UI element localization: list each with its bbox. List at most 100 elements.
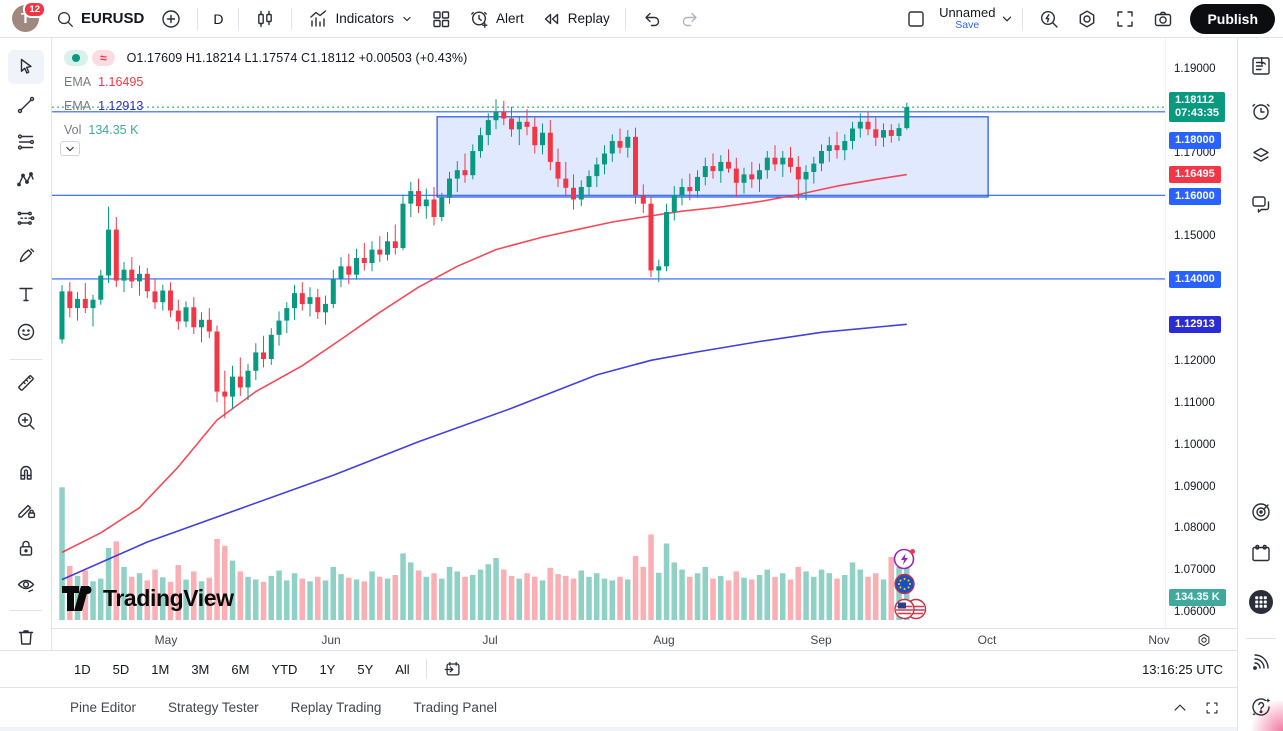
- tool-lock-all[interactable]: [8, 531, 44, 565]
- calendar-button[interactable]: [1249, 541, 1273, 565]
- tool-projection[interactable]: [8, 201, 44, 235]
- indicators-button[interactable]: Indicators: [299, 4, 422, 34]
- chart-pane[interactable]: ≈ O1.17609 H1.18214 L1.17574 C1.18112 +0…: [52, 38, 1165, 628]
- tool-remove-objects[interactable]: [8, 620, 44, 654]
- chart-style-button[interactable]: [246, 4, 284, 34]
- go-to-date-button[interactable]: [435, 655, 471, 683]
- tab-replay-trading[interactable]: Replay Trading: [290, 700, 382, 715]
- axis-settings-gear-icon[interactable]: [1196, 632, 1212, 648]
- ema-fast-legend-row[interactable]: EMA 1.16495: [64, 73, 467, 91]
- help-button[interactable]: [1249, 695, 1273, 719]
- replay-button[interactable]: Replay: [532, 4, 618, 34]
- event-icon-news[interactable]: [893, 547, 917, 576]
- volume-legend-row[interactable]: Vol 134.35 K: [64, 121, 467, 139]
- source-pill[interactable]: [64, 50, 88, 66]
- watermark-text: TradingView: [103, 585, 234, 611]
- ema-fast-line[interactable]: [61, 173, 907, 554]
- tool-pattern[interactable]: [8, 163, 44, 197]
- snapshot-button[interactable]: [1144, 4, 1182, 34]
- toolbar-divider: [1022, 7, 1024, 30]
- rectangle-drawing[interactable]: [436, 116, 989, 198]
- tool-fib-retracement[interactable]: [8, 125, 44, 159]
- fullscreen-button[interactable]: [1106, 4, 1144, 34]
- candle: [385, 241, 390, 255]
- object-tree-button[interactable]: [1249, 144, 1273, 168]
- symbol-search-button[interactable]: EURUSD: [47, 5, 152, 33]
- trash-icon: [18, 630, 34, 645]
- tool-zoom-in[interactable]: [8, 404, 44, 438]
- compare-add-button[interactable]: [152, 4, 190, 34]
- layout-name-button[interactable]: Unnamed Save: [935, 4, 999, 34]
- settings-button[interactable]: [1068, 4, 1106, 34]
- range-button-6m[interactable]: 6M: [231, 661, 250, 677]
- tool-magnet[interactable]: [8, 455, 44, 489]
- tool-cursor[interactable]: [8, 50, 44, 84]
- candle: [772, 157, 778, 165]
- user-avatar[interactable]: T 12: [12, 1, 46, 32]
- interval-label: D: [213, 10, 224, 27]
- candle: [253, 352, 259, 371]
- publish-button[interactable]: Publish: [1190, 3, 1275, 34]
- tool-emoji[interactable]: [8, 315, 44, 349]
- indicator-value: 1.12913: [98, 99, 144, 113]
- save-label[interactable]: Save: [955, 18, 980, 31]
- tool-measure[interactable]: [8, 366, 44, 400]
- legend-collapse-button[interactable]: [60, 141, 80, 156]
- symbol-legend-row[interactable]: ≈ O1.17609 H1.18214 L1.17574 C1.18112 +0…: [64, 49, 467, 67]
- range-button-5y[interactable]: 5Y: [357, 661, 374, 677]
- price-tick: 1.07000: [1174, 564, 1216, 576]
- tab-trading-panel[interactable]: Trading Panel: [413, 700, 497, 715]
- alert-clock-icon: [471, 10, 488, 28]
- plus-circle-icon: [162, 9, 181, 28]
- layout-select-button[interactable]: [897, 4, 935, 34]
- event-icon-us-flag[interactable]: [893, 597, 929, 626]
- price-tick: 1.17000: [1174, 147, 1216, 159]
- alert-button[interactable]: Alert: [460, 4, 532, 34]
- range-button-1d[interactable]: 1D: [74, 661, 91, 677]
- chat-button[interactable]: [1249, 192, 1273, 216]
- quick-search-button[interactable]: [1030, 4, 1068, 34]
- range-button-5d[interactable]: 5D: [112, 661, 130, 677]
- candle: [369, 249, 375, 263]
- time-axis[interactable]: May Jun Jul Aug Sep Oct Nov: [52, 628, 1237, 650]
- redo-icon: [682, 12, 697, 26]
- range-button-all[interactable]: All: [395, 661, 410, 677]
- range-button-ytd[interactable]: YTD: [271, 661, 298, 677]
- watchlist-button[interactable]: [1249, 54, 1273, 78]
- ema-slow-line[interactable]: [61, 323, 907, 581]
- candle: [757, 170, 762, 180]
- tab-strategy-tester[interactable]: Strategy Tester: [168, 700, 259, 715]
- redo-button[interactable]: [671, 4, 709, 34]
- apps-grid-button[interactable]: [1249, 590, 1273, 614]
- range-button-1y[interactable]: 1Y: [319, 661, 336, 677]
- wave-pill[interactable]: ≈: [92, 50, 115, 66]
- event-icon-eu-flag[interactable]: [893, 572, 917, 601]
- candle: [354, 258, 359, 275]
- tool-trend-line[interactable]: [8, 88, 44, 122]
- range-button-3m[interactable]: 3M: [191, 661, 210, 677]
- range-button-1m[interactable]: 1M: [151, 661, 170, 677]
- tool-hide-drawings[interactable]: [8, 568, 44, 602]
- chevron-up-icon[interactable]: [1171, 699, 1189, 717]
- tab-pine-editor[interactable]: Pine Editor: [70, 700, 137, 715]
- chevron-down-icon[interactable]: [999, 11, 1015, 27]
- interval-button[interactable]: D: [205, 7, 231, 31]
- price-chart-canvas[interactable]: [52, 38, 1165, 628]
- tool-drawing-mode[interactable]: [8, 493, 44, 527]
- panel-controls: [1171, 699, 1237, 717]
- alerts-button[interactable]: [1249, 99, 1273, 123]
- price-scale[interactable]: 1.19000 1.17000 1.15000 1.12000 1.11000 1.100…: [1165, 38, 1237, 628]
- layout-grid-button[interactable]: [422, 4, 460, 34]
- undo-button[interactable]: [633, 4, 671, 34]
- ema-slow-legend-row[interactable]: EMA 1.12913: [64, 97, 467, 115]
- tool-text[interactable]: [8, 277, 44, 311]
- clock-area[interactable]: 13:16:25 UTC: [1142, 662, 1237, 677]
- streams-button[interactable]: [1249, 650, 1273, 674]
- ideas-radar-button[interactable]: [1249, 500, 1273, 524]
- chart-legend: ≈ O1.17609 H1.18214 L1.17574 C1.18112 +0…: [64, 49, 467, 145]
- tool-brush[interactable]: [8, 239, 44, 273]
- maximize-panel-icon[interactable]: [1203, 699, 1221, 717]
- candle: [865, 121, 871, 130]
- magnet-icon: [20, 465, 32, 480]
- candle: [532, 126, 538, 146]
